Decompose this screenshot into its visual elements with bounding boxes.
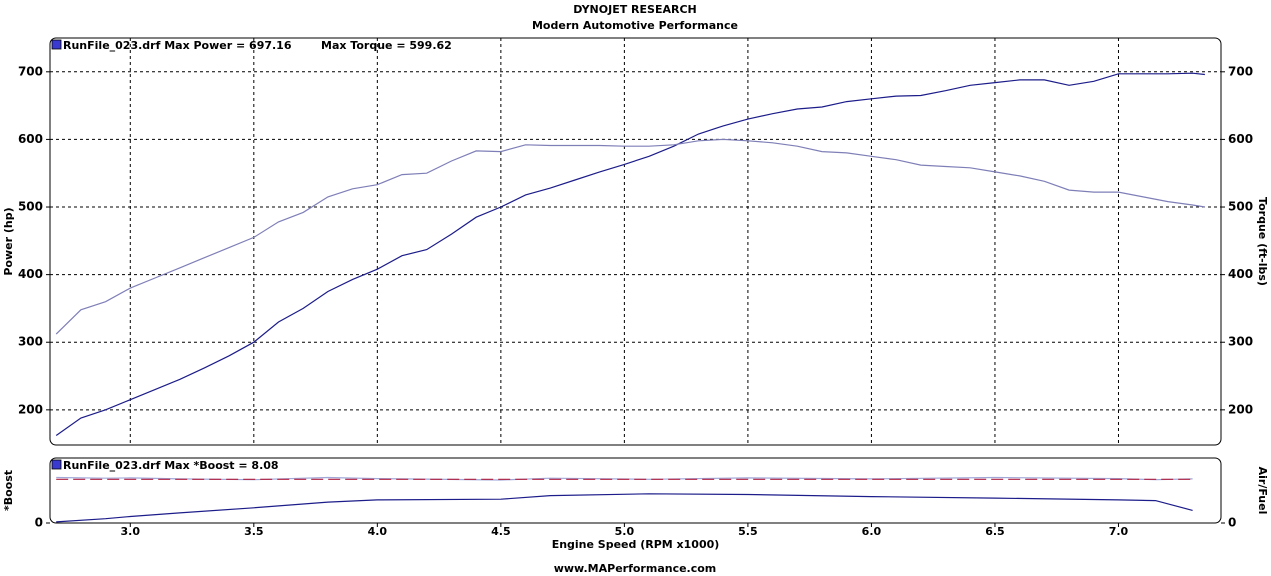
y-tick-label: 600 bbox=[18, 132, 43, 146]
y-tick-label: 400 bbox=[18, 267, 43, 281]
y-tick-label: 300 bbox=[18, 335, 43, 349]
chart-title: DYNOJET RESEARCH bbox=[573, 3, 696, 16]
x-tick-label: 5.5 bbox=[738, 525, 758, 538]
footer: www.MAPerformance.com bbox=[554, 562, 717, 575]
y2-tick-label: 400 bbox=[1228, 267, 1253, 281]
x-tick-label: 7.0 bbox=[1109, 525, 1129, 538]
series-line bbox=[56, 493, 1193, 523]
y2-tick-label: 300 bbox=[1228, 335, 1253, 349]
legend-entry: RunFile_023.drf Max *Boost = 8.08 bbox=[63, 459, 279, 472]
x-tick-label: 3.5 bbox=[244, 525, 264, 538]
x-tick-label: 6.5 bbox=[985, 525, 1005, 538]
plot-frame bbox=[49, 37, 1222, 446]
x-tick-label: 4.0 bbox=[368, 525, 388, 538]
y2-axis-label: Air/Fuel bbox=[1256, 467, 1269, 515]
legend-icon bbox=[51, 39, 62, 50]
legend-entry: RunFile_023.drf Max Power = 697.16 bbox=[63, 39, 292, 52]
y2-axis-label: Torque (ft-lbs) bbox=[1256, 197, 1269, 286]
y2-tick-label: 500 bbox=[1228, 200, 1253, 214]
y-axis-label: Power (hp) bbox=[2, 207, 15, 275]
y-tick-label: 0 bbox=[35, 516, 43, 530]
y2-tick-label: 700 bbox=[1228, 64, 1253, 78]
x-tick-label: 5.0 bbox=[615, 525, 635, 538]
x-tick-label: 4.5 bbox=[491, 525, 511, 538]
plot-frame bbox=[49, 457, 1222, 524]
x-tick-label: 3.0 bbox=[121, 525, 141, 538]
legend-icon bbox=[51, 459, 62, 470]
y-tick-label: 700 bbox=[18, 64, 43, 78]
series-line bbox=[55, 72, 1205, 436]
y2-tick-label: 600 bbox=[1228, 132, 1253, 146]
y-tick-label: 200 bbox=[18, 402, 43, 416]
x-tick-label: 6.0 bbox=[862, 525, 882, 538]
y-tick-label: 500 bbox=[18, 200, 43, 214]
series-line bbox=[55, 138, 1205, 335]
y2-tick-label: 0 bbox=[1228, 516, 1236, 530]
x-axis-label: Engine Speed (RPM x1000) bbox=[552, 538, 720, 551]
y-axis-label: *Boost bbox=[2, 470, 15, 511]
legend-entry: Max Torque = 599.62 bbox=[321, 39, 452, 52]
chart-subtitle: Modern Automotive Performance bbox=[532, 19, 738, 32]
y2-tick-label: 200 bbox=[1228, 402, 1253, 416]
